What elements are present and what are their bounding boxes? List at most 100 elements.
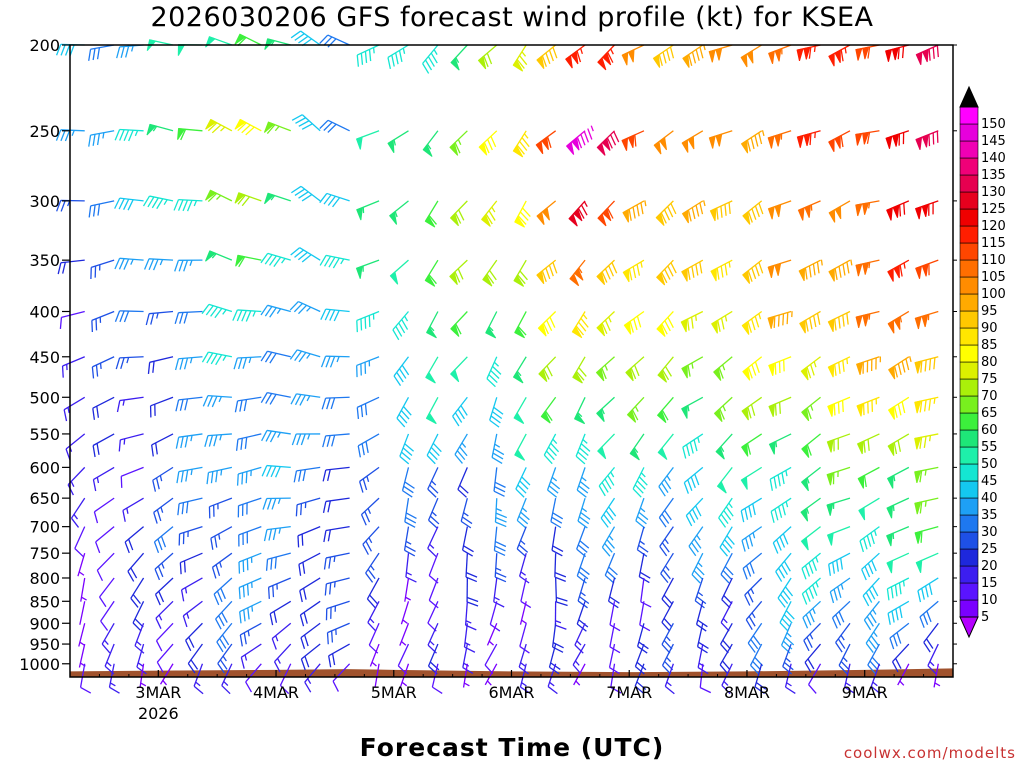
colorbar-cap-bottom — [959, 616, 979, 639]
barb-pennant — [709, 207, 717, 222]
wind-barb — [399, 433, 415, 465]
barb-full — [777, 314, 780, 327]
barb-shaft — [367, 600, 380, 623]
barb-pennant — [568, 213, 578, 227]
barb-full — [395, 52, 399, 65]
barb-full — [401, 451, 411, 461]
colorbar-swatch — [959, 548, 979, 567]
barb-full — [320, 308, 327, 320]
barb-full — [607, 51, 614, 63]
barb-half — [366, 475, 370, 482]
barb-shaft — [359, 466, 380, 482]
barb-shaft — [917, 577, 939, 592]
wind-barb — [177, 497, 203, 516]
barb-full — [430, 446, 440, 457]
barb-full — [758, 202, 764, 215]
y-tick-label: 750 — [29, 544, 60, 563]
barb-full — [895, 608, 899, 621]
barb-pennant — [450, 368, 460, 383]
wind-barb — [519, 601, 527, 625]
barb-full — [689, 442, 694, 454]
barb-full — [297, 251, 308, 261]
barb-half — [815, 556, 819, 563]
wind-barb — [238, 526, 262, 547]
barb-pennant — [422, 144, 433, 157]
barb-full — [870, 635, 879, 646]
barb-full — [457, 488, 467, 498]
wind-barb — [355, 130, 380, 150]
barb-shaft — [124, 526, 145, 543]
barb-half — [494, 443, 501, 448]
barb-full — [863, 440, 866, 453]
barb-full — [601, 367, 607, 380]
barb-full — [750, 664, 759, 675]
wind-barb — [577, 497, 591, 529]
barb-full — [783, 661, 794, 671]
barb-shaft — [427, 526, 439, 549]
barb-full — [803, 640, 810, 652]
colorbar-label: 15 — [981, 576, 998, 591]
barb-pennant — [855, 203, 863, 217]
barb-pennant — [449, 271, 458, 285]
barb-half — [401, 640, 407, 646]
colorbar-swatch — [959, 293, 979, 312]
barb-half — [402, 47, 406, 54]
barb-pennant — [834, 135, 841, 149]
barb-full — [919, 616, 925, 628]
barb-half — [752, 532, 756, 539]
barb-full — [516, 58, 525, 69]
barb-shaft — [127, 552, 145, 572]
barb-shaft — [271, 622, 292, 640]
wind-barb — [482, 259, 498, 287]
barb-pennant — [862, 131, 870, 145]
wind-barb — [744, 577, 763, 606]
colorbar-label: 25 — [981, 542, 998, 557]
wind-barb — [399, 623, 410, 646]
barb-half — [633, 447, 639, 454]
wind-barb — [625, 356, 645, 382]
barb-full — [366, 598, 376, 609]
barb-half — [123, 438, 126, 445]
barb-full — [607, 207, 614, 219]
barb-pennant — [828, 138, 835, 153]
colorbar-label: 85 — [981, 338, 998, 353]
barb-shaft — [828, 552, 851, 565]
wind-barb — [425, 356, 439, 384]
barb-full — [459, 446, 468, 457]
barb-pennant — [687, 135, 695, 150]
barb-full — [693, 538, 702, 549]
wind-barb — [595, 356, 615, 382]
barb-full — [80, 686, 92, 694]
source-credit[interactable]: coolwx.com/modelts — [843, 744, 1016, 762]
colorbar-swatch — [959, 310, 979, 329]
barb-shaft — [576, 526, 586, 550]
barb-pennant — [914, 206, 922, 220]
barb-full — [720, 622, 730, 632]
barb-full — [917, 590, 922, 603]
barb-full — [96, 569, 104, 582]
wind-barb — [664, 663, 675, 695]
wind-barb — [149, 396, 174, 418]
barb-full — [690, 316, 694, 329]
wind-barb — [59, 310, 85, 330]
barb-half — [126, 507, 129, 514]
barb-full — [127, 570, 135, 582]
wind-barb — [92, 466, 115, 492]
barb-full — [265, 430, 273, 442]
barb-full — [552, 262, 558, 274]
barb-shaft — [296, 466, 321, 472]
barb-full — [424, 59, 433, 71]
barb-full — [327, 529, 332, 542]
barb-shaft — [357, 433, 380, 447]
barb-shaft — [154, 552, 174, 570]
wind-barb — [661, 600, 674, 632]
barb-pennant — [711, 319, 718, 334]
wind-barb — [775, 552, 792, 582]
barb-full — [747, 270, 753, 282]
barb-full — [402, 406, 412, 416]
colorbar-swatch — [959, 344, 979, 363]
barb-full — [811, 559, 818, 571]
barb-full — [260, 350, 268, 362]
wind-barb — [829, 577, 851, 604]
colorbar-swatch — [959, 412, 979, 431]
